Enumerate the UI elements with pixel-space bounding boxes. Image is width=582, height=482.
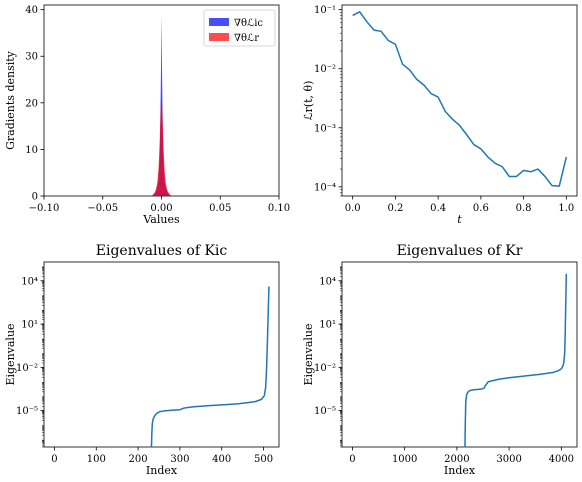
panel-1: 0.0 0.2 0.4 0.6 0.8 1.0 10⁻¹ 10⁻² 10⁻³ 10⁻⁴ t ℒr(t,… <box>302 4 578 226</box>
y-tick-label: 10⁻² <box>314 363 336 374</box>
x-tick-label: 0.4 <box>430 203 446 214</box>
x-tick-label: 100 <box>87 454 106 465</box>
x-tick-label: 0.8 <box>516 203 532 214</box>
plot-frame <box>341 261 578 448</box>
x-tick-label: 0.6 <box>473 203 489 214</box>
y-tick-label: 10¹ <box>21 320 38 331</box>
x-tick-label: 3000 <box>496 454 521 465</box>
x-axis-label: Values <box>142 213 180 226</box>
x-tick-label: 200 <box>129 454 148 465</box>
y-axis-label: Eigenvalue <box>302 323 315 385</box>
x-tick-label: −0.10 <box>29 203 60 214</box>
y-tick-label: 10⁻⁵ <box>16 406 38 417</box>
x-tick-label: 0.00 <box>150 203 172 214</box>
x-axis-label: t <box>457 213 462 226</box>
x-tick-label: 0.05 <box>209 203 231 214</box>
legend-swatch-1 <box>209 33 229 41</box>
y-tick-label: 30 <box>25 52 38 63</box>
panel-3: 0 1000 2000 3000 4000 10⁻⁵ 10⁻² 10¹ 10⁴ Index Eige… <box>302 243 578 477</box>
x-tick-label: 0.10 <box>268 203 290 214</box>
x-tick-label: 1000 <box>392 454 417 465</box>
legend-label-0: ∇θℒic <box>234 18 263 29</box>
x-tick-label: 2000 <box>444 454 469 465</box>
y-tick-label: 10⁻⁵ <box>314 406 336 417</box>
y-tick-label: 0 <box>32 192 38 203</box>
y-tick-label: 10⁻² <box>314 64 336 75</box>
plot-frame <box>43 261 280 448</box>
y-tick-label: 20 <box>25 98 38 109</box>
data-line <box>464 273 568 448</box>
y-tick-label: 10⁻⁴ <box>314 182 336 193</box>
y-tick-label: 40 <box>25 5 38 16</box>
panel-2: 0 100 200 300 400 500 10⁻⁵ 10⁻² 10¹ 10⁴ Index Eigen… <box>4 243 280 477</box>
x-tick-label: 300 <box>170 454 189 465</box>
data-line <box>352 11 568 187</box>
x-axis-label: Index <box>444 464 476 477</box>
y-tick-label: 10⁻³ <box>314 123 336 134</box>
y-tick-label: 10⁴ <box>319 276 336 287</box>
x-tick-label: 500 <box>254 454 273 465</box>
y-axis-label: Gradients density <box>4 50 17 150</box>
x-axis-label: Index <box>146 464 178 477</box>
x-tick-label: 1.0 <box>558 203 574 214</box>
y-tick-label: 10 <box>25 145 38 156</box>
y-tick-label: 10⁻¹ <box>314 5 336 16</box>
x-tick-label: 4000 <box>549 454 574 465</box>
x-tick-label: −0.05 <box>87 203 118 214</box>
data-line <box>150 286 270 448</box>
y-tick-label: 10⁴ <box>21 276 38 287</box>
x-tick-label: 400 <box>212 454 231 465</box>
legend-label-1: ∇θℒr <box>234 33 259 44</box>
y-tick-label: 10⁻² <box>16 363 38 374</box>
x-tick-label: 0.2 <box>387 203 403 214</box>
chart-title: Eigenvalues of Kic <box>96 243 228 259</box>
x-tick-label: 0.0 <box>345 203 361 214</box>
x-tick-label: 0 <box>349 454 355 465</box>
legend-swatch-0 <box>209 18 229 26</box>
y-axis-label: Eigenvalue <box>4 323 17 385</box>
y-axis-label: ℒr(t, θ) <box>302 81 315 121</box>
x-tick-label: 0 <box>51 454 57 465</box>
density-area-1 <box>151 91 172 196</box>
legend: ∇θℒic ∇θℒr <box>203 9 276 47</box>
y-tick-label: 10¹ <box>319 320 336 331</box>
chart-title: Eigenvalues of Kr <box>397 243 523 259</box>
plot-frame <box>341 4 578 197</box>
panel-0: −0.10 −0.05 0.00 0.05 0.10 0 10 20 30 40 Values Gra… <box>4 4 290 226</box>
